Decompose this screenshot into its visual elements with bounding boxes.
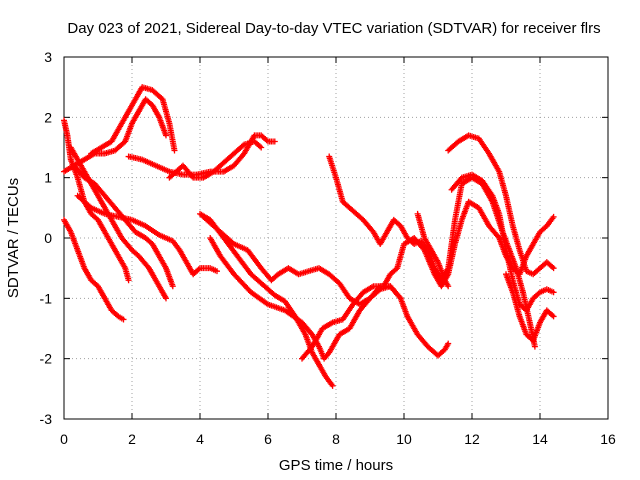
- series-track-6: [61, 96, 169, 175]
- data-point: [445, 283, 452, 290]
- y-tick-label: -3: [40, 411, 53, 427]
- data-point: [396, 293, 403, 300]
- data-point: [258, 144, 265, 151]
- series-track-1: [61, 216, 127, 323]
- x-tick-labels: 0 2 4 6 8 10 12 14 16: [60, 431, 616, 447]
- x-tick-label: 8: [332, 431, 340, 447]
- x-tick-label: 4: [196, 431, 204, 447]
- series-track-8: [166, 138, 265, 181]
- data-point: [163, 132, 169, 139]
- y-axis-label: SDTVAR / TECUs: [5, 178, 22, 298]
- data-point: [531, 343, 538, 350]
- series-track-4: [67, 144, 169, 302]
- y-tick-label: -1: [40, 290, 53, 306]
- data-point: [214, 268, 220, 275]
- data-point: [163, 295, 169, 302]
- series-track-9: [74, 192, 220, 278]
- axis-ticks: [63, 56, 609, 420]
- data-point: [329, 382, 336, 389]
- data-point: [171, 147, 178, 154]
- series-track-11: [197, 210, 336, 389]
- data-point: [169, 283, 176, 290]
- x-tick-label: 6: [264, 431, 272, 447]
- data-point: [125, 277, 132, 284]
- data-point: [120, 316, 127, 323]
- data-series: [61, 84, 557, 389]
- data-point: [397, 295, 404, 302]
- data-point: [189, 173, 196, 180]
- x-axis-label: GPS time / hours: [279, 457, 393, 474]
- data-point: [271, 138, 278, 145]
- y-tick-label: 1: [44, 170, 52, 186]
- y-tick-label: 0: [44, 230, 52, 246]
- series-track-5: [88, 84, 178, 157]
- x-tick-label: 0: [60, 431, 68, 447]
- data-point: [445, 340, 452, 347]
- data-point: [550, 313, 557, 320]
- series-track-12: [200, 213, 404, 308]
- chart-title: Day 023 of 2021, Sidereal Day-to-day VTE…: [67, 20, 600, 37]
- y-tick-label: 3: [44, 49, 52, 65]
- y-tick-label: 2: [44, 109, 52, 125]
- series-track-16: [448, 171, 557, 314]
- data-point: [550, 289, 557, 296]
- series-track-18: [414, 210, 452, 290]
- series-track-17: [503, 271, 557, 344]
- y-tick-label: -2: [40, 351, 53, 367]
- series-track-2: [61, 117, 132, 284]
- y-tick-labels: -3 -2 -1 0 1 2 3: [40, 49, 53, 427]
- series-track-14: [326, 153, 538, 350]
- x-tick-label: 14: [532, 431, 548, 447]
- x-tick-label: 2: [128, 431, 136, 447]
- series-track-10: [207, 235, 452, 362]
- series-track-15: [445, 132, 557, 278]
- x-tick-label: 10: [396, 431, 412, 447]
- data-point: [550, 213, 557, 220]
- data-point: [550, 265, 557, 272]
- x-tick-label: 16: [600, 431, 616, 447]
- x-tick-label: 12: [464, 431, 480, 447]
